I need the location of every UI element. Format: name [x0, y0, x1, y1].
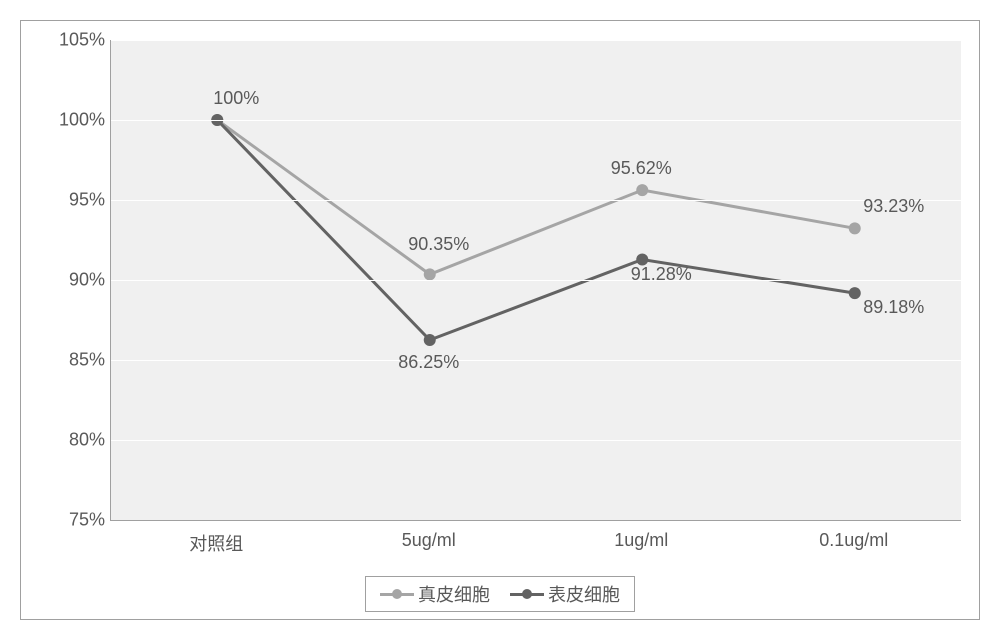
series-marker — [424, 334, 436, 346]
y-axis-label: 95% — [45, 190, 105, 211]
x-axis-label: 0.1ug/ml — [819, 530, 888, 551]
x-axis-label: 1ug/ml — [614, 530, 668, 551]
legend-marker-icon — [380, 586, 414, 602]
data-label: 90.35% — [408, 234, 469, 255]
series-marker — [424, 268, 436, 280]
y-axis-label: 85% — [45, 350, 105, 371]
series-line — [217, 120, 855, 340]
grid-line — [111, 120, 961, 121]
data-label: 86.25% — [398, 352, 459, 373]
legend-item: 真皮细胞 — [380, 581, 490, 607]
series-marker — [636, 184, 648, 196]
y-axis-label: 100% — [45, 110, 105, 131]
y-axis-label: 75% — [45, 510, 105, 531]
series-marker — [849, 287, 861, 299]
legend-label: 真皮细胞 — [418, 581, 490, 607]
plot-area — [110, 40, 961, 521]
grid-line — [111, 40, 961, 41]
x-axis-label: 5ug/ml — [402, 530, 456, 551]
data-label: 93.23% — [863, 196, 924, 217]
data-label: 89.18% — [863, 297, 924, 318]
series-marker — [849, 222, 861, 234]
y-axis-label: 105% — [45, 30, 105, 51]
grid-line — [111, 280, 961, 281]
data-label: 100% — [213, 88, 259, 109]
grid-line — [111, 360, 961, 361]
legend: 真皮细胞 表皮细胞 — [365, 576, 635, 612]
data-label: 91.28% — [631, 264, 692, 285]
chart-container: 真皮细胞 表皮细胞 75% 80% 85% 90% 95% 100% 105% 对照组 5ug/m… — [0, 0, 1000, 640]
grid-line — [111, 440, 961, 441]
grid-line — [111, 200, 961, 201]
y-axis-label: 80% — [45, 430, 105, 451]
legend-item: 表皮细胞 — [510, 581, 620, 607]
legend-marker-icon — [510, 586, 544, 602]
series-line — [217, 120, 855, 274]
data-label: 95.62% — [611, 158, 672, 179]
x-axis-label: 对照组 — [189, 530, 243, 556]
legend-label: 表皮细胞 — [548, 581, 620, 607]
y-axis-label: 90% — [45, 270, 105, 291]
